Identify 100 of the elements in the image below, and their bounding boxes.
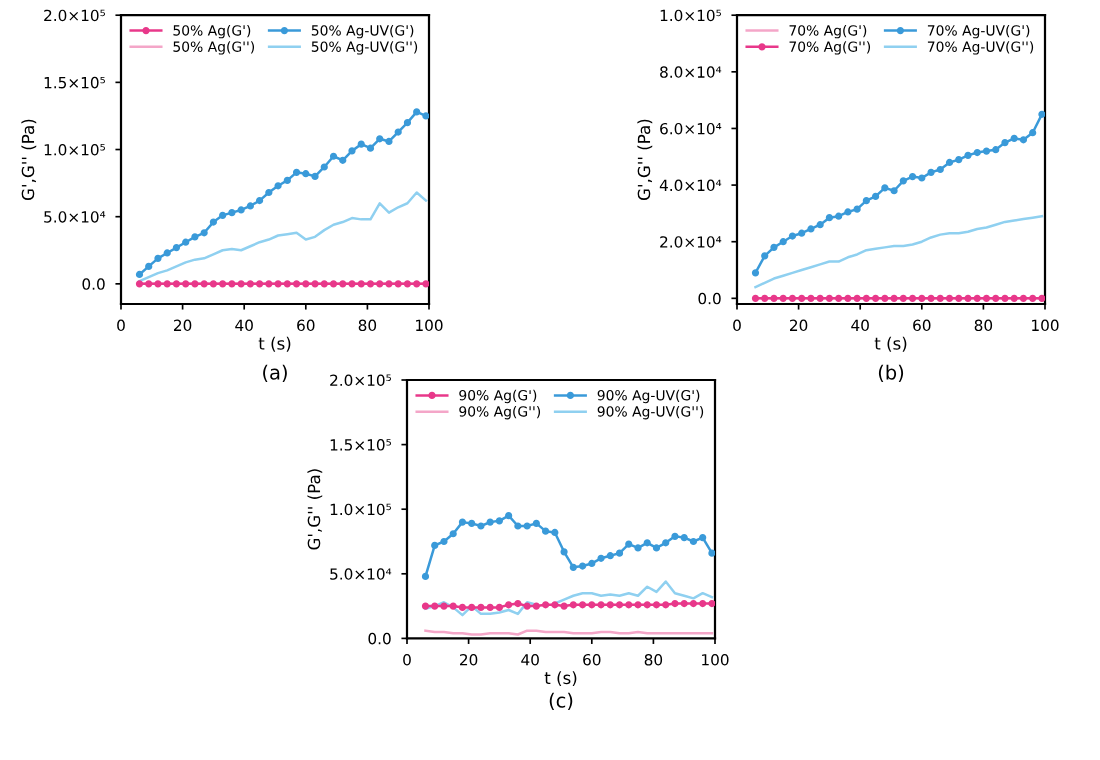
point bbox=[532, 602, 540, 610]
point bbox=[634, 544, 642, 552]
point bbox=[431, 602, 439, 610]
point bbox=[376, 135, 384, 143]
point bbox=[844, 294, 852, 302]
point bbox=[862, 197, 870, 205]
point bbox=[228, 209, 236, 217]
point bbox=[982, 294, 991, 302]
point bbox=[154, 280, 162, 288]
point bbox=[200, 280, 208, 288]
point bbox=[219, 211, 227, 219]
point bbox=[523, 602, 531, 610]
point bbox=[154, 254, 162, 262]
point bbox=[588, 601, 596, 609]
point bbox=[1019, 136, 1028, 144]
point bbox=[532, 519, 540, 528]
point bbox=[560, 602, 568, 610]
point bbox=[588, 559, 596, 568]
point bbox=[1001, 294, 1009, 302]
point bbox=[514, 599, 522, 608]
point bbox=[770, 243, 778, 251]
point bbox=[541, 601, 550, 609]
point bbox=[274, 182, 282, 190]
point bbox=[163, 249, 171, 257]
point bbox=[505, 601, 513, 609]
point bbox=[816, 294, 824, 302]
point bbox=[689, 599, 698, 608]
point bbox=[853, 205, 861, 213]
point bbox=[964, 151, 972, 159]
point bbox=[807, 225, 815, 233]
point bbox=[163, 280, 171, 288]
line-series bbox=[754, 214, 1044, 289]
point bbox=[918, 174, 926, 182]
point bbox=[1029, 129, 1037, 137]
point bbox=[625, 601, 633, 609]
point bbox=[652, 601, 661, 609]
point bbox=[255, 280, 264, 288]
point bbox=[927, 168, 935, 176]
point bbox=[458, 518, 467, 526]
text: (b) bbox=[878, 364, 904, 382]
point bbox=[541, 527, 550, 535]
point bbox=[625, 540, 633, 548]
point bbox=[788, 232, 797, 240]
point bbox=[899, 177, 907, 185]
point bbox=[135, 280, 144, 288]
point bbox=[992, 146, 1000, 154]
point bbox=[955, 294, 963, 302]
point bbox=[936, 294, 944, 302]
point bbox=[662, 601, 670, 609]
point bbox=[881, 184, 889, 192]
point bbox=[871, 192, 880, 201]
point bbox=[615, 601, 624, 609]
point bbox=[927, 294, 935, 302]
point bbox=[634, 601, 642, 609]
point bbox=[825, 214, 834, 222]
point bbox=[945, 294, 954, 302]
point bbox=[413, 108, 421, 116]
point bbox=[597, 554, 605, 562]
point bbox=[329, 152, 338, 160]
point bbox=[708, 549, 715, 557]
text: (c) bbox=[549, 692, 573, 710]
point bbox=[302, 280, 310, 288]
point bbox=[200, 229, 208, 237]
point bbox=[486, 518, 494, 526]
point bbox=[606, 552, 614, 560]
point bbox=[1010, 294, 1018, 302]
point bbox=[597, 601, 605, 609]
point bbox=[798, 294, 806, 302]
point bbox=[468, 519, 476, 528]
point bbox=[311, 280, 319, 288]
point bbox=[751, 294, 760, 302]
point bbox=[357, 140, 365, 148]
point bbox=[770, 294, 778, 302]
point bbox=[219, 280, 227, 288]
point bbox=[890, 294, 898, 302]
point bbox=[394, 128, 402, 136]
point bbox=[431, 541, 439, 549]
point bbox=[671, 532, 679, 540]
point bbox=[1038, 110, 1045, 118]
point bbox=[671, 599, 679, 608]
point bbox=[708, 599, 715, 608]
point bbox=[477, 522, 485, 530]
point bbox=[871, 294, 880, 302]
point bbox=[486, 603, 494, 611]
point bbox=[652, 544, 661, 552]
point bbox=[761, 252, 769, 260]
point bbox=[265, 188, 273, 197]
point bbox=[283, 280, 291, 288]
point bbox=[421, 602, 430, 610]
point bbox=[403, 119, 412, 127]
x-axis-title: t (s) bbox=[258, 336, 291, 352]
point bbox=[348, 147, 356, 155]
point bbox=[440, 537, 448, 546]
point bbox=[816, 221, 824, 229]
point bbox=[172, 243, 181, 252]
point bbox=[422, 280, 429, 288]
point bbox=[320, 280, 328, 288]
point bbox=[283, 176, 291, 185]
point bbox=[514, 522, 522, 530]
point bbox=[908, 172, 917, 181]
